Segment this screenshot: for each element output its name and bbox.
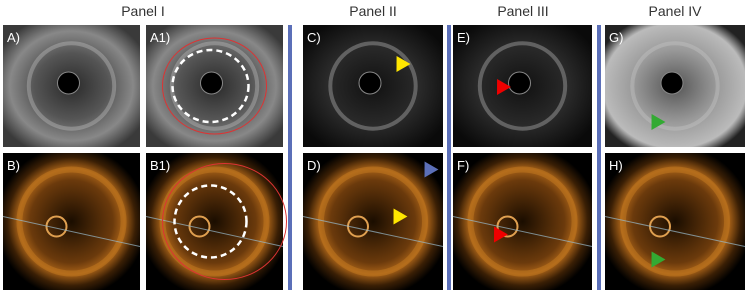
arrowhead — [393, 208, 408, 225]
arrowhead — [494, 226, 508, 243]
lumen-ring — [26, 41, 117, 131]
image-label: A1) — [150, 30, 170, 45]
contour — [171, 48, 250, 124]
lumen-ring — [169, 41, 260, 131]
image-label: A) — [7, 30, 20, 45]
image-label: B) — [7, 158, 20, 173]
image-label: G) — [609, 30, 623, 45]
catheter — [200, 71, 223, 95]
divider — [447, 25, 451, 290]
contour — [162, 37, 267, 135]
catheter — [508, 71, 531, 95]
vessel-ring — [16, 166, 127, 277]
image-label: C) — [307, 30, 321, 45]
image-label: H) — [609, 158, 623, 173]
arrowhead — [651, 251, 666, 268]
lumen-ring — [630, 41, 720, 131]
lumen-ring — [477, 41, 568, 131]
arrowhead — [424, 161, 439, 178]
vessel-ring — [619, 166, 731, 277]
arrowhead — [497, 78, 511, 96]
guide-line — [604, 216, 746, 247]
image-label: B1) — [150, 158, 170, 173]
catheter — [660, 71, 684, 95]
image-label: F) — [457, 158, 469, 173]
contour — [173, 184, 248, 259]
guide-line — [452, 216, 593, 247]
panel-title: Panel I — [121, 3, 165, 19]
lumen-ring — [328, 41, 418, 131]
catheter — [57, 71, 80, 95]
vessel-ring — [467, 166, 578, 277]
catheter — [358, 71, 382, 95]
vessel-ring — [317, 166, 429, 277]
arrowhead — [651, 113, 666, 131]
divider — [288, 25, 292, 290]
guide-line — [2, 216, 141, 247]
guide-line — [302, 216, 444, 247]
arrowhead — [396, 55, 411, 73]
image-label: D) — [307, 158, 321, 173]
image-label: E) — [457, 30, 470, 45]
divider — [597, 25, 601, 290]
guide-line — [145, 216, 284, 247]
panel-title: Panel III — [497, 3, 548, 19]
panel-title: Panel IV — [649, 3, 703, 19]
panel-title: Panel II — [349, 3, 396, 19]
contour — [162, 163, 287, 280]
